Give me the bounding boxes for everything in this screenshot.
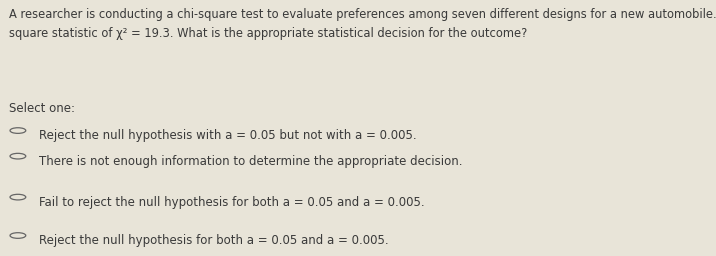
Text: There is not enough information to determine the appropriate decision.: There is not enough information to deter… [39,155,463,168]
Text: Reject the null hypothesis for both a = 0.05 and a = 0.005.: Reject the null hypothesis for both a = … [39,234,389,247]
Text: Reject the null hypothesis with a = 0.05 but not with a = 0.005.: Reject the null hypothesis with a = 0.05… [39,129,417,142]
Text: Fail to reject the null hypothesis for both a = 0.05 and a = 0.005.: Fail to reject the null hypothesis for b… [39,196,425,209]
Text: Select one:: Select one: [9,102,74,115]
Text: A researcher is conducting a chi-square test to evaluate preferences among seven: A researcher is conducting a chi-square … [9,8,716,40]
